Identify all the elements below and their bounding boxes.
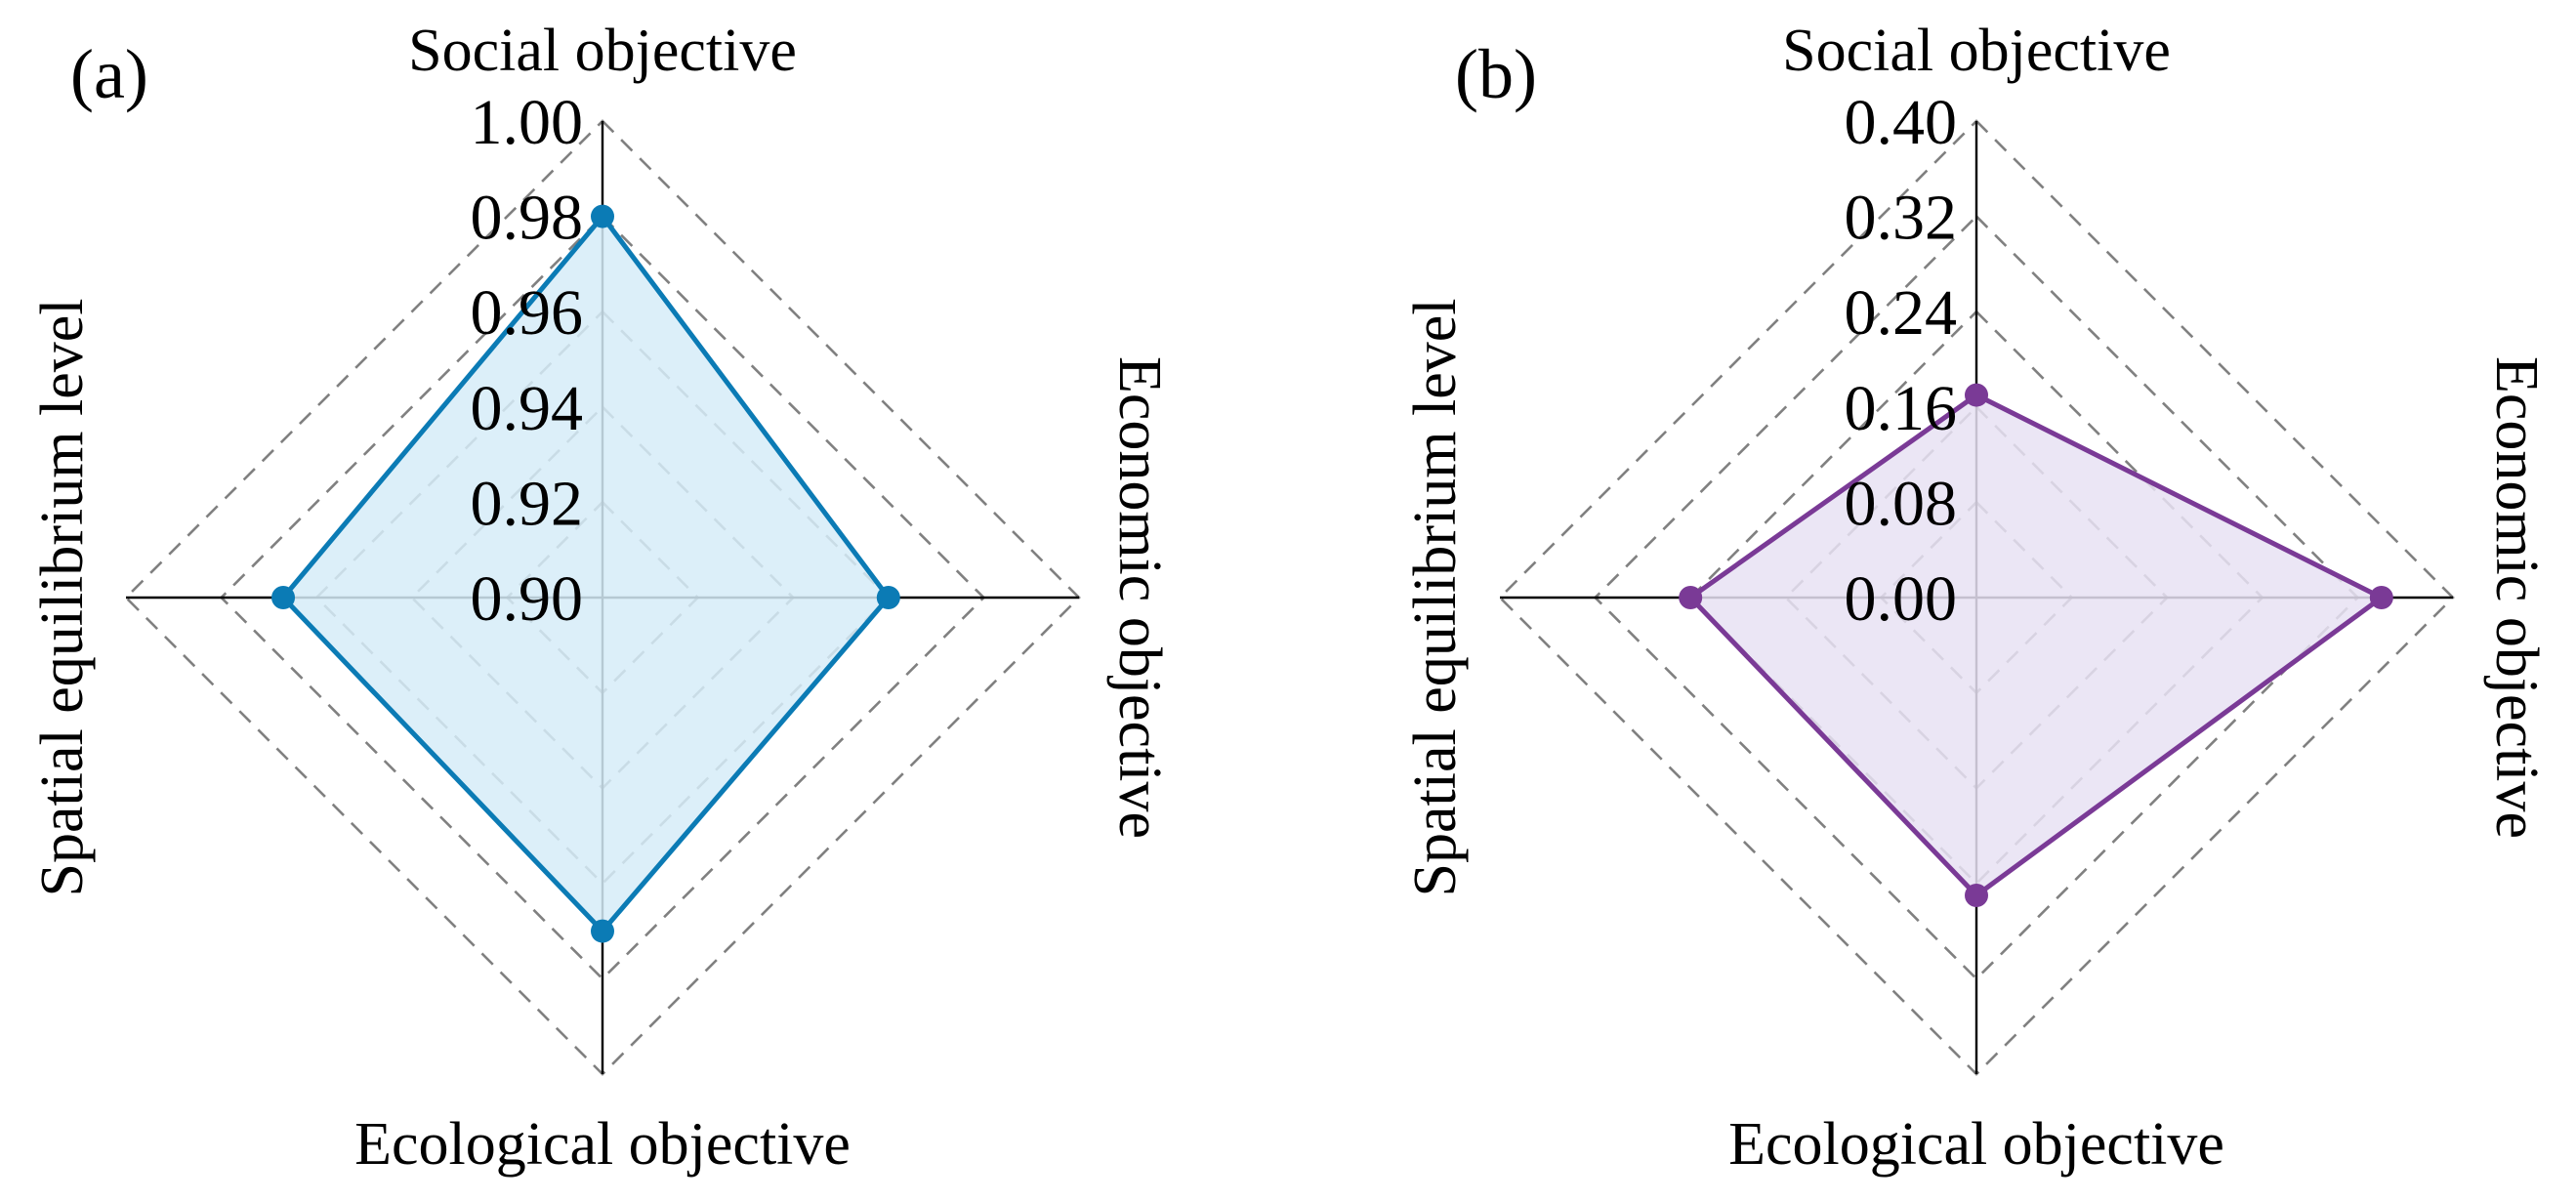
axis-title-ecological: Ecological objective (354, 1111, 851, 1178)
panel-label: (b) (1455, 35, 1537, 113)
tick-label: 0.40 (1845, 87, 1958, 158)
series-area-a (280, 214, 892, 934)
tick-labels-a: 0.90 0.92 0.94 0.96 0.98 1.00 (471, 87, 584, 635)
panel-label: (a) (70, 35, 148, 113)
tick-label: 0.92 (471, 468, 584, 539)
series-points-b (1679, 383, 2393, 907)
data-point (1679, 586, 1703, 609)
data-point (1965, 383, 1988, 407)
axis-title-ecological: Ecological objective (1728, 1111, 2224, 1178)
axis-title-social: Social objective (1782, 18, 2171, 84)
grid-ring (219, 214, 986, 981)
panel-a: 0.90 0.92 0.94 0.96 0.98 1.00 (a) Social… (29, 18, 1173, 1178)
axis-title-economic: Economic objective (2483, 356, 2550, 839)
tick-label: 1.00 (471, 87, 584, 158)
axis-title-spatial: Spatial equilibrium level (1402, 299, 1469, 897)
data-point (591, 919, 614, 943)
tick-labels-b: 0.00 0.08 0.16 0.24 0.32 0.40 (1845, 87, 1958, 635)
tick-label: 0.32 (1845, 183, 1958, 254)
tick-label: 0.16 (1845, 373, 1958, 444)
tick-label: 0.94 (471, 373, 584, 444)
grid-ring (1593, 214, 2360, 981)
axis-title-spatial: Spatial equilibrium level (29, 299, 96, 897)
axis-title-social: Social objective (408, 18, 797, 84)
series-area-b (1687, 393, 2385, 898)
data-point (271, 586, 296, 609)
tick-label: 0.00 (1845, 563, 1958, 635)
data-point (1965, 884, 1988, 907)
tick-label: 0.24 (1845, 277, 1958, 349)
data-point (2369, 586, 2393, 609)
tick-label: 0.98 (471, 183, 584, 254)
tick-label: 0.96 (471, 277, 584, 349)
tick-label: 0.08 (1845, 468, 1958, 539)
tick-label: 0.90 (471, 563, 584, 635)
series-points-a (271, 204, 900, 943)
panel-b: 0.00 0.08 0.16 0.24 0.32 0.40 (b) Social… (1402, 18, 2550, 1178)
data-point (876, 586, 900, 609)
data-point (591, 204, 614, 228)
axis-title-economic: Economic objective (1106, 356, 1173, 839)
